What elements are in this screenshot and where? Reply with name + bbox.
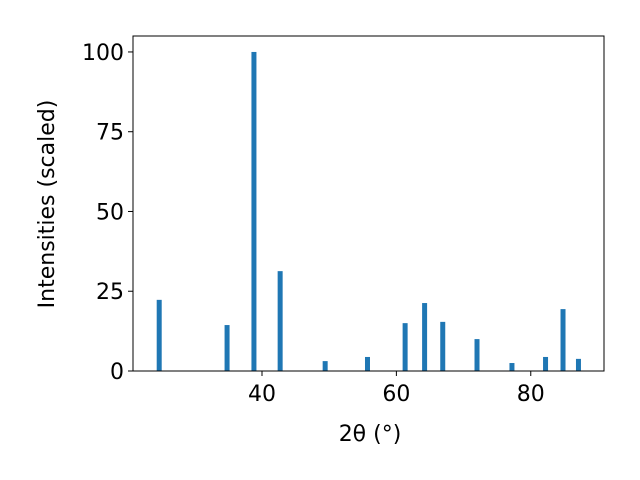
- bar: [156, 299, 162, 371]
- x-axis-label: 2θ (°): [339, 422, 402, 447]
- bar: [575, 358, 581, 371]
- x-tick-label: 80: [517, 382, 545, 407]
- bar: [224, 325, 230, 371]
- bar: [560, 309, 566, 371]
- bar: [251, 51, 257, 371]
- bar: [402, 323, 408, 371]
- y-tick-label: 100: [82, 41, 124, 66]
- y-tick-label: 25: [96, 280, 124, 305]
- bar: [277, 271, 283, 371]
- plot-frame: [132, 35, 605, 372]
- bar: [509, 363, 515, 371]
- bar: [440, 321, 446, 371]
- y-axis-label: Intensities (scaled): [35, 100, 60, 309]
- x-tick-label: 60: [382, 382, 410, 407]
- y-tick-label: 0: [110, 360, 124, 385]
- y-tick-label: 75: [96, 121, 124, 146]
- bar: [322, 361, 328, 371]
- bar: [364, 356, 370, 371]
- bar: [474, 339, 480, 371]
- bar: [543, 356, 549, 371]
- x-tick-label: 40: [248, 382, 276, 407]
- bar: [422, 303, 428, 371]
- y-tick-label: 50: [96, 200, 124, 225]
